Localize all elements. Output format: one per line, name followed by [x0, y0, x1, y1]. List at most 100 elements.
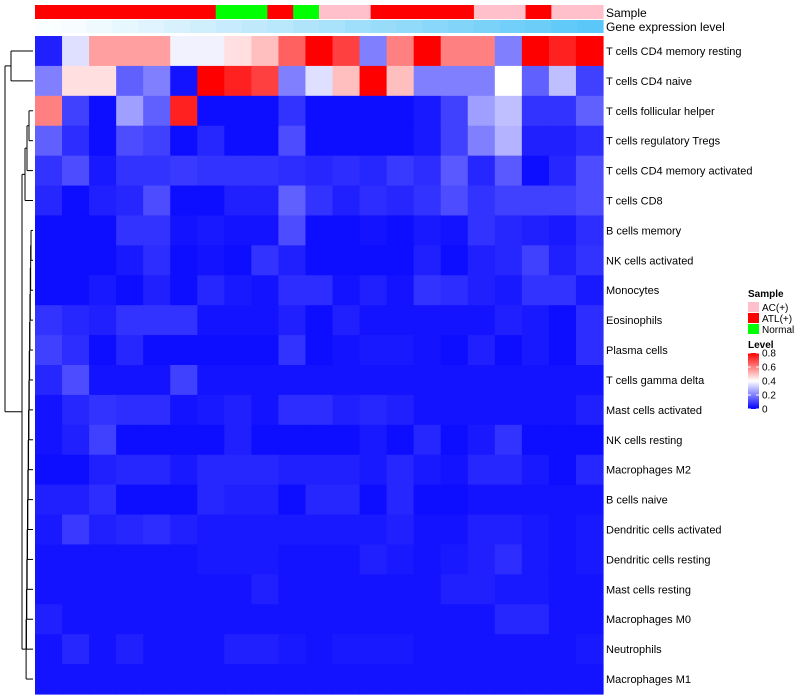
- heatmap-cell: [251, 305, 280, 336]
- heatmap-cell: [251, 155, 280, 187]
- heatmap-cell: [332, 245, 361, 276]
- heatmap-cell: [305, 185, 334, 217]
- heatmap-cell: [197, 245, 225, 276]
- heatmap-cell: [143, 424, 171, 456]
- heatmap-cell: [440, 335, 469, 366]
- heatmap-cell: [494, 185, 523, 217]
- heatmap-cell: [575, 454, 604, 486]
- sample-annotation-cell: [267, 5, 294, 19]
- heatmap-cell: [89, 185, 117, 217]
- heatmap-cell: [386, 275, 415, 306]
- row-label: T cells CD4 memory activated: [606, 166, 753, 178]
- heatmap-cell: [197, 215, 225, 246]
- heatmap-cell: [35, 544, 63, 575]
- heatmap-cell: [440, 65, 469, 97]
- heatmap-cell: [197, 394, 225, 426]
- level-legend-title: Level: [748, 340, 774, 351]
- heatmap-cell: [575, 245, 604, 276]
- heatmap-cell: [548, 365, 577, 396]
- heatmap-cell: [332, 335, 361, 366]
- sample-legend-swatch: [748, 313, 759, 323]
- heatmap-cell: [305, 664, 334, 695]
- heatmap-cell: [494, 245, 523, 276]
- heatmap-cell: [521, 335, 550, 366]
- row-label: T cells gamma delta: [606, 375, 705, 387]
- heatmap-cell: [332, 604, 361, 635]
- heatmap-cell: [548, 454, 577, 486]
- heatmap-cell: [170, 275, 198, 306]
- heatmap-cell: [494, 65, 523, 97]
- heatmap-cell: [413, 424, 442, 456]
- sample-legend-label: Normal: [762, 325, 794, 336]
- heatmap-cell: [278, 365, 307, 396]
- heatmap-cell: [35, 454, 63, 486]
- heatmap-cell: [89, 305, 117, 336]
- heatmap-cell: [467, 95, 496, 127]
- heatmap-cell: [467, 424, 496, 456]
- heatmap-cell: [35, 365, 63, 396]
- heatmap-cell: [359, 155, 388, 187]
- heatmap-cell: [440, 245, 469, 276]
- heatmap-cell: [494, 305, 523, 336]
- heatmap-cell: [359, 36, 388, 67]
- heatmap-cell: [35, 125, 63, 157]
- heatmap-cell: [116, 365, 144, 396]
- heatmap-cell: [251, 95, 280, 127]
- heatmap-cell: [143, 365, 171, 396]
- heatmap-cell: [467, 245, 496, 276]
- heatmap-cell: [440, 215, 469, 246]
- heatmap-cell: [332, 185, 361, 217]
- heatmap-cell: [278, 544, 307, 575]
- heatmap-cell: [35, 634, 63, 665]
- expression-annotation-cell: [525, 20, 552, 33]
- heatmap-cell: [305, 125, 334, 157]
- heatmap-cell: [359, 394, 388, 426]
- sample-annotation-cell: [293, 5, 320, 19]
- heatmap-cell: [521, 454, 550, 486]
- heatmap-cell: [278, 335, 307, 366]
- heatmap-cell: [89, 454, 117, 486]
- heatmap-cell: [278, 36, 307, 67]
- heatmap-cell: [224, 155, 252, 187]
- heatmap-cell: [386, 36, 415, 67]
- heatmap-cell: [548, 155, 577, 187]
- heatmap-cell: [197, 155, 225, 187]
- heatmap-cell: [116, 544, 144, 575]
- heatmap-cell: [359, 634, 388, 665]
- heatmap-cell: [440, 514, 469, 546]
- heatmap-cell: [575, 65, 604, 97]
- sample-annotation-cell: [422, 5, 449, 19]
- heatmap-cell: [413, 514, 442, 546]
- heatmap-cell: [305, 454, 334, 486]
- row-label: T cells CD4 naive: [606, 76, 692, 88]
- heatmap-cell: [251, 275, 280, 306]
- level-legend-label: 0: [762, 405, 768, 416]
- heatmap-cell: [35, 664, 63, 695]
- heatmap-cell: [413, 394, 442, 426]
- heatmap-cell: [332, 634, 361, 665]
- heatmap-cell: [224, 215, 252, 246]
- heatmap-cell: [305, 95, 334, 127]
- heatmap-cell: [170, 664, 198, 695]
- heatmap-cell: [143, 215, 171, 246]
- sample-annotation-cell: [60, 5, 88, 19]
- heatmap-cell: [575, 215, 604, 246]
- heatmap-cell: [575, 574, 604, 605]
- row-label: Plasma cells: [606, 345, 668, 357]
- heatmap-cell: [440, 365, 469, 396]
- heatmap-cell: [521, 155, 550, 187]
- heatmap-cell: [278, 95, 307, 127]
- heatmap-cell: [305, 544, 334, 575]
- heatmap-cell: [521, 544, 550, 575]
- heatmap-cell: [359, 335, 388, 366]
- heatmap-cell: [332, 215, 361, 246]
- heatmap-cell: [116, 634, 144, 665]
- sample-annotation-cell: [448, 5, 475, 19]
- heatmap-cell: [413, 604, 442, 635]
- heatmap-cell: [89, 574, 117, 605]
- expression-annotation-cell: [344, 20, 372, 33]
- heatmap-cell: [521, 664, 550, 695]
- heatmap-cell: [413, 544, 442, 575]
- heatmap-cell: [35, 155, 63, 187]
- heatmap-cell: [35, 574, 63, 605]
